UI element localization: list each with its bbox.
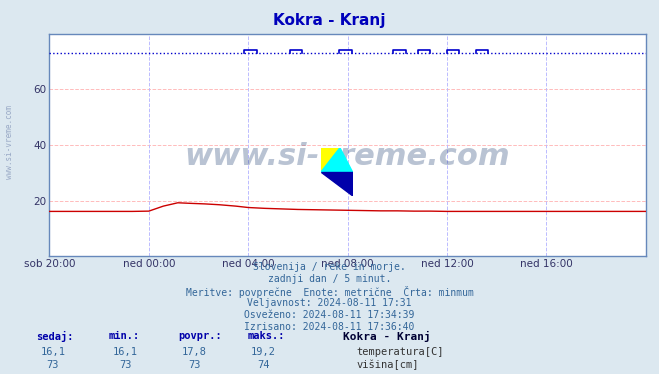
Text: www.si-vreme.com: www.si-vreme.com — [5, 105, 14, 179]
Text: 16,1: 16,1 — [40, 347, 65, 357]
Text: povpr.:: povpr.: — [178, 331, 221, 341]
Text: Izrisano: 2024-08-11 17:36:40: Izrisano: 2024-08-11 17:36:40 — [244, 322, 415, 332]
Text: Slovenija / reke in morje.: Slovenija / reke in morje. — [253, 262, 406, 272]
Text: Kokra - Kranj: Kokra - Kranj — [273, 13, 386, 28]
Text: 73: 73 — [47, 360, 59, 370]
Polygon shape — [321, 148, 353, 172]
Text: temperatura[C]: temperatura[C] — [357, 347, 444, 357]
Text: 19,2: 19,2 — [251, 347, 276, 357]
Text: sedaj:: sedaj: — [36, 331, 74, 342]
Text: Veljavnost: 2024-08-11 17:31: Veljavnost: 2024-08-11 17:31 — [247, 298, 412, 308]
Text: 73: 73 — [188, 360, 200, 370]
Text: višina[cm]: višina[cm] — [357, 360, 419, 371]
Text: Meritve: povprečne  Enote: metrične  Črta: minmum: Meritve: povprečne Enote: metrične Črta:… — [186, 286, 473, 298]
Polygon shape — [321, 172, 353, 196]
Text: 73: 73 — [119, 360, 131, 370]
Text: maks.:: maks.: — [247, 331, 285, 341]
Text: www.si-vreme.com: www.si-vreme.com — [185, 141, 511, 171]
Text: Kokra - Kranj: Kokra - Kranj — [343, 331, 430, 342]
Text: Osveženo: 2024-08-11 17:34:39: Osveženo: 2024-08-11 17:34:39 — [244, 310, 415, 320]
Text: min.:: min.: — [109, 331, 140, 341]
Text: zadnji dan / 5 minut.: zadnji dan / 5 minut. — [268, 274, 391, 284]
Polygon shape — [321, 148, 340, 172]
Text: 74: 74 — [258, 360, 270, 370]
Text: 17,8: 17,8 — [182, 347, 207, 357]
Text: 16,1: 16,1 — [113, 347, 138, 357]
